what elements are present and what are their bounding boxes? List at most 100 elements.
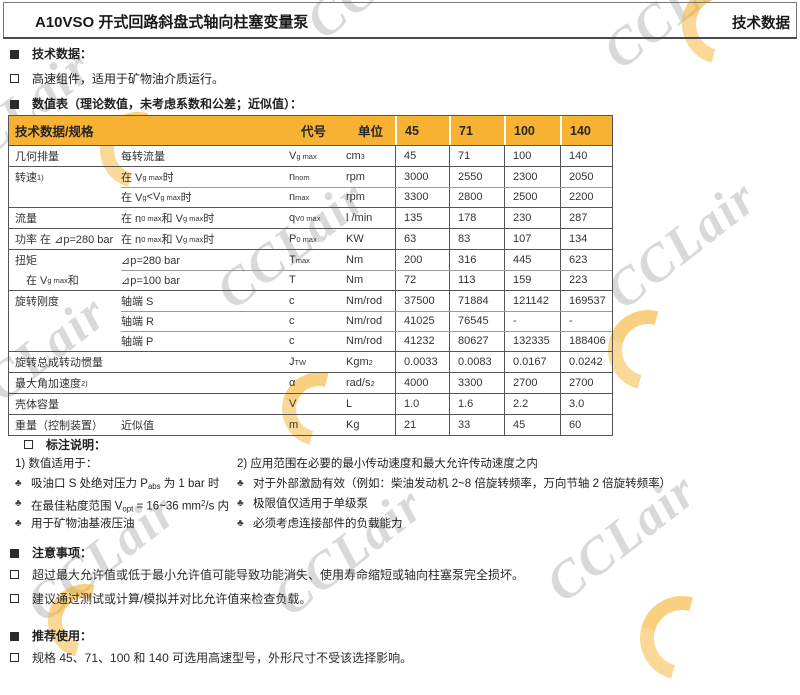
notice-item: 超过最大允许值或低于最小允许值可能导致功能消失、使用寿命缩短或轴向柱塞泵完全损坏… — [10, 568, 790, 583]
spec-label: 最大角加速度 2) — [15, 378, 88, 390]
unit-cell: Nm/rod — [346, 335, 383, 347]
value-140: 2050 — [560, 167, 614, 187]
club-bullet-icon: ♣ — [237, 478, 244, 489]
table-row: 壳体容量 V L 1.0 1.6 2.2 3.0 — [9, 393, 612, 414]
footnote-item: ♣ 吸油口 S 处绝对压力 Pabs 为 1 bar 时 — [15, 477, 237, 497]
value-45: 45 — [395, 146, 449, 166]
footnote-heading-label: 标注说明： — [46, 438, 107, 452]
value-45: 0.0033 — [395, 352, 449, 372]
footnote-item-text: 在最佳粘度范围 Vopt = 16~36 mm2/s 内 — [31, 499, 230, 514]
code-cell: c — [289, 315, 295, 327]
value-71: 113 — [449, 270, 504, 290]
value-71: 71884 — [449, 291, 504, 311]
notice-item-text: 建议通过测试或计算/模拟并对比允许值来检查负载。 — [32, 591, 312, 606]
section-intro: 高速组件，适用于矿物油介质运行。 — [10, 72, 224, 87]
value-71: 0.0083 — [449, 352, 504, 372]
section-table-title: 数值表（理论数值，未考虑系数和公差；近似值）： — [10, 97, 302, 112]
table-row: 旋转刚度 轴端 S c Nm/rod 37500 71884 121142 169537 — [9, 290, 612, 311]
filled-square-bullet-icon — [10, 50, 19, 59]
notice-item: 建议通过测试或计算/模拟并对比允许值来检查负载。 — [10, 592, 790, 607]
footnote-item: ♣ 对于外部激励有效（例如：柴油发动机 2~8 倍旋转频率，万向节轴 2 倍旋转频… — [237, 477, 793, 497]
value-100: 100 — [504, 146, 560, 166]
value-71: 80627 — [449, 331, 504, 351]
club-bullet-icon: ♣ — [237, 518, 244, 529]
code-cell: J TW — [289, 356, 307, 368]
spec-sublabel: ⊿p=280 bar — [121, 254, 181, 267]
row-divider — [121, 311, 612, 312]
value-140: 2200 — [560, 187, 614, 207]
footnote-heading: 标注说明： — [24, 438, 106, 453]
spec-label: 旋转刚度 — [15, 296, 59, 308]
spec-label — [9, 311, 121, 331]
code-cell: n max — [289, 191, 310, 203]
value-71: 33 — [449, 415, 504, 435]
value-45: 21 — [395, 415, 449, 435]
spec-label: 几何排量 — [15, 151, 59, 163]
value-100: 2300 — [504, 167, 560, 187]
footnote-item-text: 用于矿物油基液压油 — [31, 518, 135, 530]
value-140: 134 — [560, 229, 614, 249]
spec-label: 扭矩 — [15, 255, 37, 267]
club-bullet-icon: ♣ — [15, 498, 22, 509]
value-100: 2500 — [504, 187, 560, 207]
code-cell: c — [289, 335, 295, 347]
value-100: 0.0167 — [504, 352, 560, 372]
value-71: 1.6 — [449, 394, 504, 414]
value-71: 316 — [449, 250, 504, 270]
row-divider — [121, 331, 612, 332]
unit-cell: Nm — [346, 254, 364, 266]
spec-label: 壳体容量 — [15, 399, 59, 411]
unit-cell: KW — [346, 233, 364, 245]
footnote-column-right: 2) 应用范围在必要的最小传动速度和最大允许传动速度之内 ♣ 对于外部激励有效（例… — [237, 457, 793, 537]
value-140: 287 — [560, 208, 614, 228]
value-45: 72 — [395, 270, 449, 290]
unit-cell: cm 3 — [346, 150, 365, 162]
spec-sublabel: ⊿p=100 bar — [121, 274, 181, 287]
value-45: 63 — [395, 229, 449, 249]
unit-cell: l /min — [346, 212, 373, 224]
notice-item-text: 规格 45、71、100 和 140 可选用高速型号，外形尺寸不受该选择影响。 — [32, 651, 413, 665]
spec-label: 重量（控制装置） — [15, 420, 103, 432]
row-divider — [121, 187, 612, 188]
value-45: 3000 — [395, 167, 449, 187]
notices-heading: 注意事项： — [10, 546, 92, 561]
unit-cell: Kg — [346, 419, 360, 431]
spec-sublabel: 轴端 R — [121, 316, 154, 328]
value-100: 121142 — [504, 291, 560, 311]
value-71: 2550 — [449, 167, 504, 187]
club-bullet-icon: ♣ — [15, 478, 22, 489]
value-140: 188406 — [560, 331, 614, 351]
value-140: 2700 — [560, 373, 614, 393]
value-45: 200 — [395, 250, 449, 270]
unit-cell: rpm — [346, 191, 365, 203]
spec-sublabel: 轴端 P — [121, 336, 154, 348]
recommend-list: 规格 45、71、100 和 140 可选用高速型号，外形尺寸不受该选择影响。 — [10, 651, 790, 675]
unit-cell: Nm — [346, 274, 364, 286]
unit-cell: Nm/rod — [346, 295, 383, 307]
open-square-bullet-icon — [10, 653, 19, 662]
code-cell: m — [289, 419, 299, 431]
recommend-heading: 推荐使用： — [10, 629, 92, 644]
value-100: 230 — [504, 208, 560, 228]
footnote-item-text: 吸油口 S 处绝对压力 Pabs 为 1 bar 时 — [31, 478, 220, 491]
spec-sublabel: 近似值 — [121, 420, 154, 432]
spec-label: 转速 1) — [15, 172, 44, 184]
value-100: 132335 — [504, 331, 560, 351]
filled-square-bullet-icon — [10, 100, 19, 109]
header-frame-top — [3, 2, 797, 3]
header-spec: 技术数据/规格 — [15, 125, 94, 139]
header-size-71: 71 — [449, 116, 504, 145]
row-divider — [121, 270, 612, 271]
footnote-item: ♣ 用于矿物油基液压油 — [15, 517, 237, 537]
section-heading-label: 技术数据： — [32, 47, 93, 61]
unit-cell: rad/s 2 — [346, 377, 375, 389]
value-140: - — [560, 311, 614, 331]
